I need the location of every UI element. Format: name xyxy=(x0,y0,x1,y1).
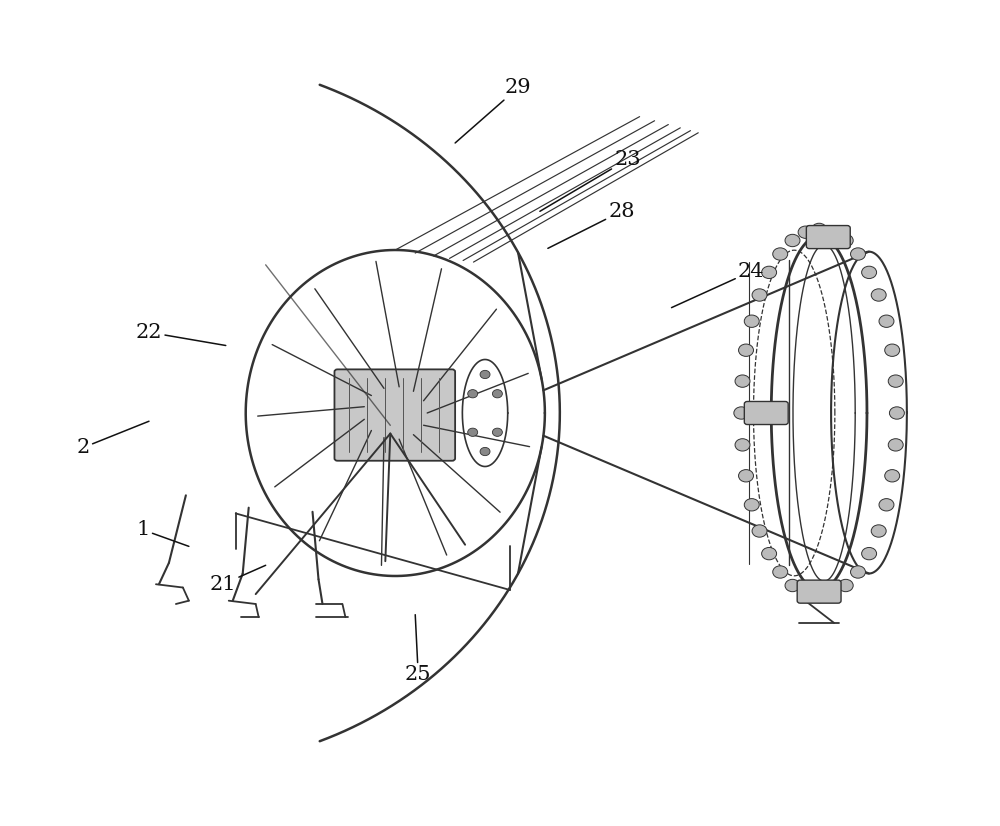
FancyBboxPatch shape xyxy=(334,369,455,461)
Circle shape xyxy=(889,407,904,419)
Circle shape xyxy=(762,266,777,278)
Text: 2: 2 xyxy=(77,421,149,457)
Circle shape xyxy=(773,566,788,578)
Circle shape xyxy=(739,470,753,482)
Circle shape xyxy=(838,235,853,247)
Circle shape xyxy=(492,390,502,398)
Circle shape xyxy=(785,579,800,591)
Circle shape xyxy=(739,344,753,356)
Circle shape xyxy=(888,439,903,451)
Text: 1: 1 xyxy=(136,520,189,546)
Circle shape xyxy=(825,587,840,600)
FancyBboxPatch shape xyxy=(744,401,788,425)
Text: 21: 21 xyxy=(209,565,266,594)
Circle shape xyxy=(773,248,788,260)
Circle shape xyxy=(480,370,490,378)
Circle shape xyxy=(744,315,759,327)
Circle shape xyxy=(838,579,853,591)
Circle shape xyxy=(851,248,865,260)
Circle shape xyxy=(492,428,502,436)
Circle shape xyxy=(785,235,800,247)
Circle shape xyxy=(734,407,749,419)
Circle shape xyxy=(752,525,767,537)
Text: 23: 23 xyxy=(540,150,641,211)
FancyBboxPatch shape xyxy=(797,580,841,603)
Text: 24: 24 xyxy=(672,262,765,307)
Circle shape xyxy=(871,289,886,301)
Circle shape xyxy=(825,226,840,239)
Circle shape xyxy=(762,548,777,560)
Circle shape xyxy=(871,525,886,537)
Circle shape xyxy=(812,591,827,603)
Circle shape xyxy=(798,226,813,239)
Circle shape xyxy=(752,289,767,301)
Text: 29: 29 xyxy=(455,78,531,143)
Circle shape xyxy=(885,344,900,356)
Circle shape xyxy=(862,266,877,278)
Circle shape xyxy=(480,448,490,456)
Circle shape xyxy=(879,499,894,511)
Circle shape xyxy=(735,439,750,451)
Circle shape xyxy=(798,587,813,600)
Circle shape xyxy=(735,375,750,387)
Circle shape xyxy=(888,375,903,387)
Circle shape xyxy=(744,499,759,511)
Text: 22: 22 xyxy=(136,323,226,345)
Circle shape xyxy=(862,548,877,560)
FancyBboxPatch shape xyxy=(806,225,850,249)
Circle shape xyxy=(879,315,894,327)
Text: 25: 25 xyxy=(405,615,431,684)
Circle shape xyxy=(851,566,865,578)
Circle shape xyxy=(468,428,478,436)
Circle shape xyxy=(812,223,827,235)
Circle shape xyxy=(468,390,478,398)
Text: 28: 28 xyxy=(548,202,635,249)
Circle shape xyxy=(885,470,900,482)
